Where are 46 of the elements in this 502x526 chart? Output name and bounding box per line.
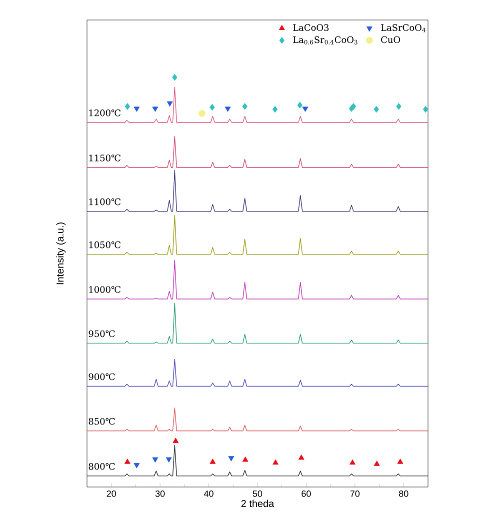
point — [134, 106, 140, 112]
point — [124, 103, 130, 110]
point — [198, 110, 206, 117]
point — [397, 458, 404, 464]
point — [396, 103, 402, 110]
point — [172, 74, 178, 81]
point — [242, 103, 248, 110]
point — [152, 106, 158, 112]
point — [224, 106, 231, 112]
point — [374, 460, 380, 466]
point — [302, 106, 308, 112]
y-axis-title: Intensity (a.u.) — [56, 222, 66, 284]
point — [210, 458, 216, 464]
x-tick-label: 60 — [302, 490, 311, 497]
point — [298, 454, 304, 460]
series-label: 850℃ — [88, 418, 115, 425]
legend-label: LaSrCoO$_{4}$ — [381, 24, 426, 32]
series-label: 950℃ — [88, 330, 115, 338]
series-label: 1100℃ — [89, 198, 121, 206]
point — [297, 102, 302, 109]
series-label: 1050℃ — [89, 241, 121, 248]
point — [374, 106, 379, 113]
series-label: 900℃ — [88, 373, 115, 380]
point — [172, 438, 179, 443]
point — [124, 458, 130, 464]
point — [242, 456, 248, 462]
series-label: 800℃ — [88, 463, 115, 470]
point — [272, 459, 278, 465]
legend-label: CuO — [381, 36, 400, 44]
point — [166, 101, 173, 107]
x-tick-label: 20 — [106, 490, 116, 497]
x-tick-label: 70 — [350, 490, 360, 497]
legend-label: LaCoO3 — [293, 24, 329, 31]
point — [350, 459, 356, 465]
x-tick-label: 50 — [252, 490, 262, 497]
legend-label: La$_{0.6}$Sr$_{0.4}$CoO$_{3}$ — [293, 36, 358, 44]
point — [422, 106, 428, 113]
series-label: 1150℃ — [89, 154, 121, 162]
series-label: 1000℃ — [89, 286, 121, 293]
x-axis-title: 2 theda — [241, 500, 274, 508]
x-tick-label: 40 — [204, 490, 214, 497]
series-label: 1200℃ — [89, 110, 121, 116]
point — [272, 106, 278, 113]
x-tick-label: 80 — [399, 490, 408, 497]
x-tick-label: 30 — [155, 490, 165, 497]
point — [210, 104, 215, 111]
